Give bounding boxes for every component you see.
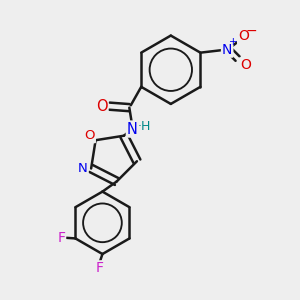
Text: N: N xyxy=(78,162,88,175)
Text: O: O xyxy=(240,58,251,72)
Text: N: N xyxy=(127,122,138,136)
Text: +: + xyxy=(230,37,238,47)
Text: N: N xyxy=(222,43,232,57)
Text: O: O xyxy=(238,29,249,43)
Text: O: O xyxy=(96,99,107,114)
Text: F: F xyxy=(57,231,65,245)
Text: F: F xyxy=(95,261,104,275)
Text: ·H: ·H xyxy=(138,120,152,133)
Text: O: O xyxy=(84,129,95,142)
Text: −: − xyxy=(246,24,258,38)
